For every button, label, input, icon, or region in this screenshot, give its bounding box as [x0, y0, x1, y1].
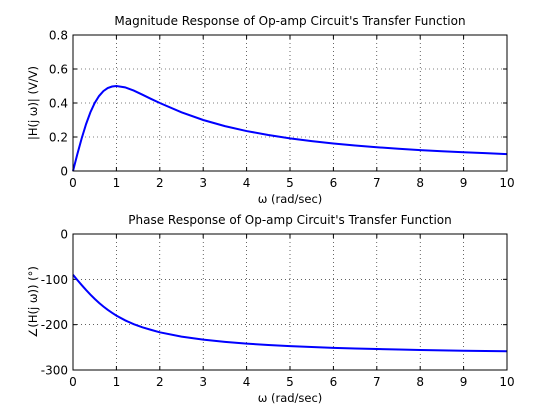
phase-xtick-label: 6	[330, 375, 338, 389]
magnitude-xtick-label: 5	[286, 176, 294, 190]
magnitude-curve	[72, 84, 508, 172]
phase-xtick-label: 8	[416, 375, 424, 389]
magnitude-xtick-label: 3	[199, 176, 207, 190]
phase-xtick-label: 7	[373, 375, 381, 389]
magnitude-ytick-label: 0.2	[49, 131, 68, 145]
magnitude-xtick-label: 10	[499, 176, 514, 190]
magnitude-ytick-label: 0.8	[49, 29, 68, 43]
magnitude-xlabel: ω (rad/sec)	[258, 192, 323, 206]
magnitude-axes-frame	[72, 34, 508, 172]
magnitude-xtick-label: 7	[373, 176, 381, 190]
magnitude-ylabel: |H(j ω)| (V/V)	[26, 66, 40, 140]
phase-xtick-label: 9	[460, 375, 468, 389]
phase-ytick-label: -100	[41, 273, 68, 287]
magnitude-xtick-label: 0	[69, 176, 77, 190]
phase-ylabel: ∠(H(j ω)) (°)	[26, 266, 40, 338]
phase-xtick-label: 1	[113, 375, 121, 389]
phase-xtick-label: 5	[286, 375, 294, 389]
magnitude-ytick-label: 0.4	[49, 97, 68, 111]
magnitude-ytick-label: 0	[60, 165, 68, 179]
magnitude-xtick-label: 2	[156, 176, 164, 190]
phase-xtick-label: 0	[69, 375, 77, 389]
magnitude-xtick-label: 6	[330, 176, 338, 190]
phase-xlabel: ω (rad/sec)	[258, 391, 323, 405]
magnitude-xtick-label: 9	[460, 176, 468, 190]
magnitude-xtick-label: 8	[416, 176, 424, 190]
phase-xtick-label: 4	[243, 375, 251, 389]
phase-ytick-label: -200	[41, 318, 68, 332]
phase-xtick-label: 3	[199, 375, 207, 389]
phase-ytick-label: -300	[41, 364, 68, 378]
phase-xtick-label: 2	[156, 375, 164, 389]
phase-title: Phase Response of Op-amp Circuit's Trans…	[128, 213, 451, 227]
magnitude-xtick-label: 4	[243, 176, 251, 190]
magnitude-ytick-label: 0.6	[49, 63, 68, 77]
phase-curve	[72, 274, 508, 353]
phase-ytick-label: 0	[60, 228, 68, 242]
magnitude-xtick-label: 1	[113, 176, 121, 190]
phase-axes-frame	[72, 233, 508, 371]
phase-xtick-label: 10	[499, 375, 514, 389]
magnitude-title: Magnitude Response of Op-amp Circuit's T…	[114, 14, 465, 28]
